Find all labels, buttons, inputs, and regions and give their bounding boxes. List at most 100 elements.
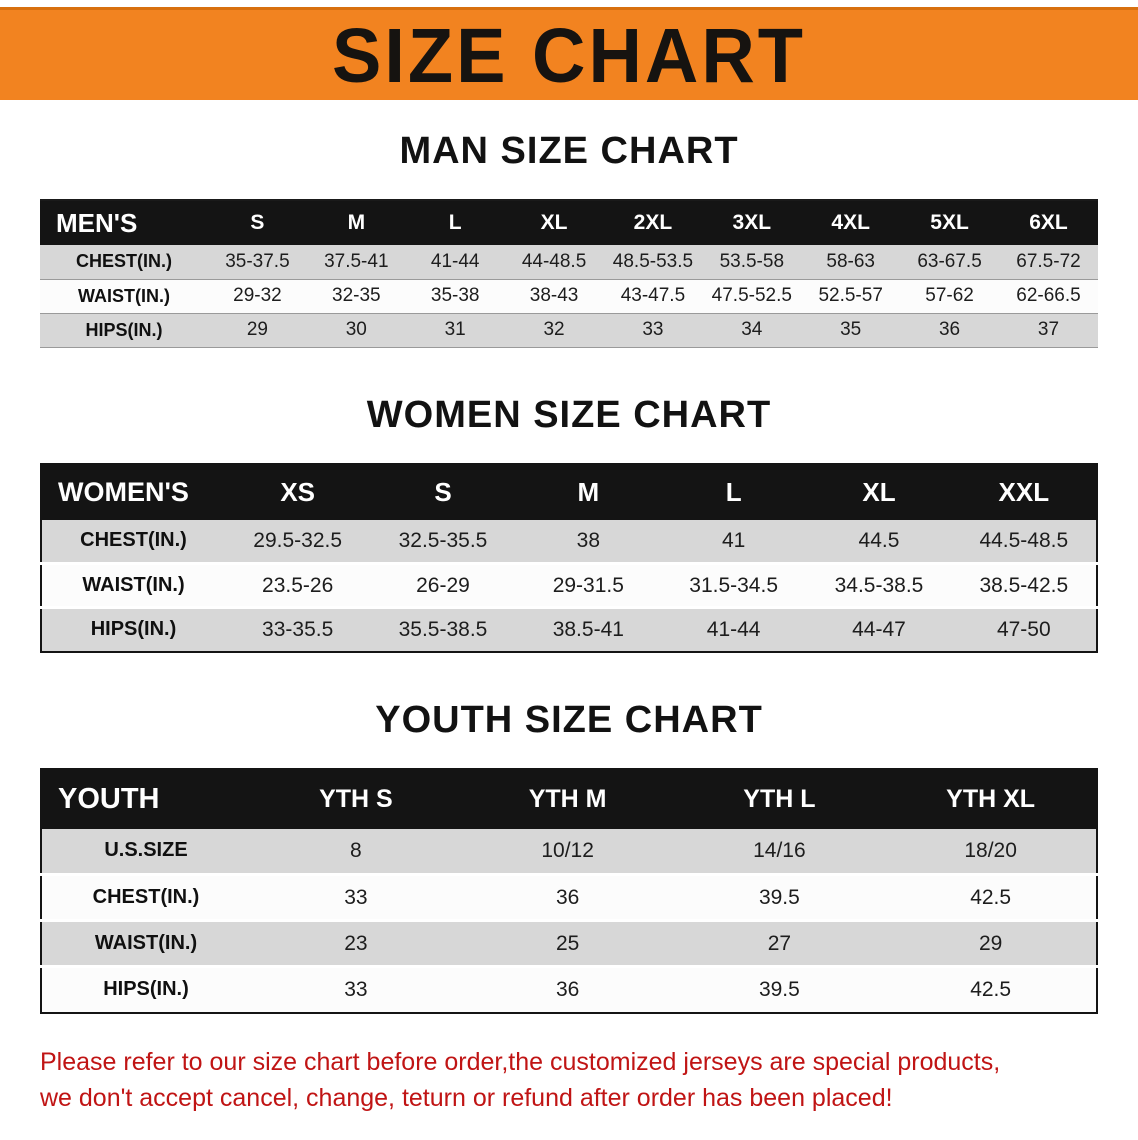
column-header: YTH S [319, 784, 393, 813]
row-label: HIPS(IN.) [90, 618, 177, 641]
size-value: 37.5-41 [324, 250, 389, 272]
size-value: 41-44 [430, 250, 480, 272]
table-row: WAIST(IN.) 23.5-26 26-29 29-31.5 31.5-34.5 34… [41, 563, 1097, 608]
size-value: 25 [555, 931, 580, 955]
row-label: HIPS(IN.) [103, 978, 189, 1001]
table-row: CHEST(IN.) 33 36 39.5 42.5 [41, 874, 1097, 921]
size-value: 63-67.5 [917, 250, 982, 272]
column-header: YTH M [528, 784, 607, 813]
size-value: 57-62 [925, 285, 974, 306]
women-size-table: WOMEN'S XS S M L XL XXL CHEST(IN.) 29.5-32.5 32.5… [40, 462, 1098, 653]
table-title: MEN'S [56, 207, 138, 238]
column-header: 2XL [633, 211, 673, 234]
women-section-heading: WOMEN SIZE CHART [366, 393, 772, 436]
size-value: 48.5-53.5 [612, 250, 694, 272]
size-value: 52.5-57 [818, 285, 883, 306]
size-value: 10/12 [541, 838, 594, 862]
size-value: 29 [978, 931, 1003, 955]
row-label: WAIST(IN.) [94, 932, 198, 954]
column-header: 6XL [1029, 211, 1068, 234]
size-value: 38 [576, 528, 600, 552]
size-value: 67.5-72 [1016, 250, 1081, 272]
column-header: S [250, 211, 265, 234]
size-value: 36 [555, 977, 580, 1001]
disclaimer-line-1: Please refer to our size chart before or… [40, 1047, 1001, 1076]
men-size-table: MEN'S S M L XL 2XL 3XL 4XL 5XL 6XL CHEST(IN.) 35-37… [40, 199, 1098, 348]
size-value: 32.5-35.5 [398, 528, 488, 552]
size-value: 44-47 [852, 617, 906, 641]
table-row: CHEST(IN.) 35-37.5 37.5-41 41-44 44-48.5 48.5… [40, 245, 1098, 279]
size-value: 33-35.5 [262, 617, 334, 641]
youth-section-heading: YOUTH SIZE CHART [375, 698, 763, 741]
size-value: 29 [246, 319, 268, 340]
size-value: 23.5-26 [262, 573, 334, 597]
size-value: 47.5-52.5 [711, 285, 792, 306]
size-value: 29-31.5 [552, 573, 624, 597]
size-value: 43-47.5 [620, 285, 686, 306]
size-value: 30 [345, 319, 367, 340]
column-header: M [577, 476, 600, 507]
size-value: 44.5-48.5 [979, 528, 1069, 552]
size-value: 38.5-42.5 [979, 573, 1069, 597]
row-label: CHEST(IN.) [80, 529, 187, 552]
table-row: U.S.SIZE 8 10/12 14/16 18/20 [41, 828, 1097, 875]
banner-title: SIZE CHART [332, 11, 806, 99]
size-value: 18/20 [964, 838, 1017, 862]
row-label: WAIST(IN.) [78, 285, 170, 306]
size-value: 41-44 [706, 617, 761, 641]
size-value: 42.5 [970, 885, 1012, 909]
banner: SIZE CHART [0, 7, 1138, 100]
table-title: YOUTH [58, 782, 160, 815]
size-value: 42.5 [970, 977, 1012, 1001]
size-value: 31 [444, 319, 466, 340]
column-header: YTH XL [946, 784, 1036, 813]
table-row: HIPS(IN.) 33 36 39.5 42.5 [41, 966, 1097, 1013]
size-value: 44-48.5 [521, 250, 587, 272]
column-header: XXL [998, 476, 1050, 507]
size-value: 36 [938, 319, 961, 340]
size-value: 35.5-38.5 [398, 617, 488, 641]
row-label: HIPS(IN.) [85, 319, 163, 340]
column-header: 4XL [831, 211, 870, 234]
table-row: WAIST(IN.) 29-32 32-35 35-38 38-43 43-47.5 47.… [40, 279, 1098, 313]
column-header: 5XL [930, 211, 969, 234]
table-row: HIPS(IN.) 29 30 31 32 33 34 35 36 37 [40, 313, 1098, 347]
size-value: 41 [721, 528, 746, 552]
column-header: XL [540, 211, 568, 234]
table-title: WOMEN'S [58, 476, 189, 507]
column-header: YTH L [743, 784, 816, 813]
table-row: HIPS(IN.) 33-35.5 35.5-38.5 38.5-41 41-44 44-… [41, 607, 1097, 652]
row-label: CHEST(IN.) [76, 251, 172, 272]
size-value: 44.5 [858, 528, 900, 552]
size-value: 27 [767, 931, 792, 955]
section-youth: YOUTH SIZE CHART YOUTH YTH S YTH M YTH L YTH… [0, 699, 1138, 1014]
column-header: S [434, 476, 452, 507]
header-row: YOUTH YTH S YTH M YTH L YTH XL [41, 768, 1097, 829]
content: MAN SIZE CHART MEN'S S M L XL 2XL 3XL 4XL 5XL 6XL… [0, 130, 1138, 1014]
disclaimer-line-2: we don't accept cancel, change, teturn o… [40, 1083, 893, 1112]
size-value: 33 [344, 885, 368, 909]
size-value: 14/16 [753, 838, 806, 862]
size-value: 29.5-32.5 [253, 528, 343, 552]
row-label: CHEST(IN.) [92, 886, 200, 908]
size-value: 39.5 [758, 885, 800, 909]
column-header: 3XL [732, 211, 772, 234]
size-value: 29-32 [233, 285, 282, 306]
table-row: WAIST(IN.) 23 25 27 29 [41, 920, 1097, 967]
size-value: 23 [344, 931, 368, 955]
disclaimer: Please refer to our size chart before or… [40, 1044, 1138, 1117]
size-value: 36 [555, 885, 580, 909]
section-men: MAN SIZE CHART MEN'S S M L XL 2XL 3XL 4XL 5XL 6XL… [0, 130, 1138, 348]
size-value: 34 [741, 319, 763, 340]
size-value: 32 [543, 319, 565, 340]
size-value: 38.5-41 [552, 617, 624, 641]
size-value: 33 [642, 319, 664, 340]
size-value: 38-43 [529, 285, 579, 306]
size-value: 47-50 [996, 617, 1051, 641]
men-section-heading: MAN SIZE CHART [399, 130, 739, 172]
size-value: 32-35 [332, 285, 381, 306]
size-value: 62-66.5 [1016, 285, 1081, 306]
size-value: 58-63 [826, 250, 875, 272]
size-value: 33 [344, 977, 368, 1001]
